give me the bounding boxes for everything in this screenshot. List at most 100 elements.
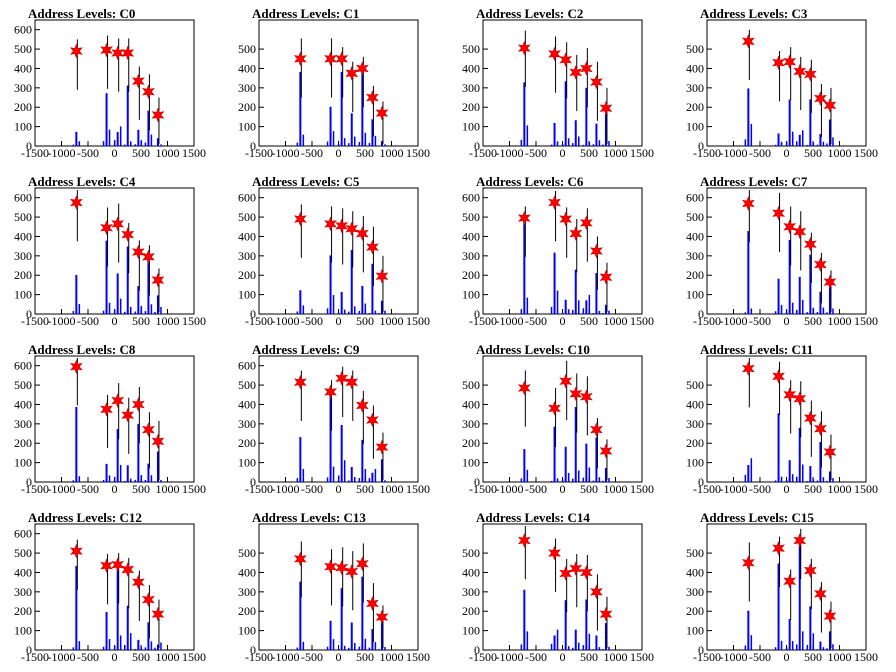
x-tick-label: -500	[749, 314, 771, 328]
peak-marker	[548, 401, 561, 416]
chart-panel: Address Levels: C14 0 100 200 300 400 500 -1500…	[462, 510, 654, 664]
y-tick-label: 200	[686, 100, 704, 114]
x-tick-label: 500	[132, 482, 150, 496]
y-tick-label: 400	[462, 397, 480, 411]
y-tick-label: 300	[238, 585, 256, 599]
x-tick-label: -500	[749, 146, 771, 160]
plot-frame	[34, 19, 195, 147]
peak-marker	[772, 540, 785, 556]
peak-marker	[741, 196, 755, 211]
y-tick-label: 300	[14, 417, 32, 431]
x-tick-label: -500	[525, 650, 547, 664]
chart-title: Address Levels: C9	[252, 342, 360, 357]
y-tick-label: 0	[26, 139, 32, 153]
x-tick-label: -1000	[48, 482, 76, 496]
y-tick-label: 300	[14, 585, 32, 599]
peak-marker	[599, 443, 613, 459]
y-tick-label: 600	[462, 191, 480, 205]
x-tick-label: -500	[525, 482, 547, 496]
x-tick-label: 1500	[182, 650, 206, 664]
x-tick-label: 1000	[828, 482, 852, 496]
x-tick-label: 1000	[604, 482, 628, 496]
x-tick-label: 500	[132, 650, 150, 664]
y-tick-label: 200	[14, 436, 32, 450]
peak-marker	[366, 412, 379, 428]
peak-marker	[517, 533, 531, 548]
peak-marker	[375, 105, 389, 121]
y-tick-label: 200	[238, 604, 256, 618]
peak-marker	[366, 596, 379, 611]
y-tick-label: 500	[14, 546, 32, 560]
y-tick-label: 600	[14, 23, 32, 37]
peak-marker	[569, 561, 583, 576]
x-tick-label: -1500	[469, 482, 497, 496]
peak-marker	[69, 195, 83, 210]
y-tick-label: 100	[238, 456, 256, 470]
peak-marker	[355, 398, 369, 413]
y-tick-label: 100	[462, 456, 480, 470]
chart-panel: Address Levels: C15 0 100 200 300 400 500 -1500…	[686, 510, 878, 664]
y-tick-label: 100	[14, 624, 32, 638]
y-tick-label: 400	[238, 61, 256, 75]
x-tick-label: 500	[356, 650, 374, 664]
peak-marker	[345, 65, 359, 81]
y-tick-label: 200	[686, 268, 704, 282]
x-tick-label: -1000	[48, 650, 76, 664]
peak-marker	[355, 226, 369, 241]
y-tick-label: 0	[26, 307, 32, 321]
peak-marker	[559, 373, 573, 389]
peak-marker	[772, 55, 785, 70]
x-tick-label: -1000	[272, 482, 300, 496]
y-tick-label: 0	[698, 307, 704, 321]
y-tick-label: 0	[26, 475, 32, 489]
y-tick-label: 500	[238, 378, 256, 392]
y-tick-label: 200	[462, 436, 480, 450]
chart-title: Address Levels: C6	[476, 174, 584, 189]
peak-marker	[579, 389, 593, 405]
y-tick-label: 200	[686, 604, 704, 618]
peak-marker	[324, 559, 337, 574]
x-tick-label: -1500	[21, 650, 49, 664]
x-tick-label: 0	[112, 314, 118, 328]
peak-marker	[559, 566, 573, 581]
peak-marker	[814, 421, 827, 437]
y-tick-label: 200	[462, 268, 480, 282]
x-tick-label: 1500	[854, 482, 878, 496]
y-tick-label: 500	[14, 210, 32, 224]
peak-marker	[517, 210, 531, 226]
plot-frame	[706, 187, 867, 315]
x-tick-label: -1500	[245, 650, 273, 664]
chart-panel: Address Levels: C4 0 100 200 300 400 500 600 -15…	[14, 174, 206, 328]
peak-marker	[335, 560, 349, 575]
y-tick-label: 500	[686, 42, 704, 56]
x-tick-label: -1500	[245, 314, 273, 328]
peak-marker	[151, 107, 165, 123]
peak-marker	[293, 551, 307, 567]
y-tick-label: 100	[14, 288, 32, 302]
x-tick-label: 1000	[828, 650, 852, 664]
y-tick-label: 500	[462, 546, 480, 560]
y-tick-label: 500	[14, 378, 32, 392]
peak-marker	[111, 45, 125, 61]
chart-panel: Address Levels: C12 0 100 200 300 400 500 600 -1…	[14, 510, 206, 664]
peak-marker	[599, 606, 613, 622]
plot-frame	[482, 187, 643, 315]
x-tick-label: 500	[356, 314, 374, 328]
x-tick-label: 1000	[156, 314, 180, 328]
peak-marker	[517, 40, 531, 56]
chart-panel: Address Levels: C10100200300400500-1500-…	[238, 6, 430, 160]
chart-panel: Address Levels: C10 0 100 200 300 400 500 -1500…	[462, 342, 654, 496]
y-tick-label: 100	[462, 624, 480, 638]
x-tick-label: 0	[784, 482, 790, 496]
x-tick-label: 1000	[156, 146, 180, 160]
chart-title: Address Levels: C14	[476, 510, 590, 525]
chart-panel: Address Levels: C11 0 100 200 300 400 500 -1500…	[686, 342, 878, 496]
x-tick-label: -500	[749, 650, 771, 664]
x-tick-label: -1500	[21, 146, 49, 160]
peak-marker	[111, 216, 125, 232]
peak-marker	[142, 84, 155, 100]
x-tick-label: 500	[356, 146, 374, 160]
y-tick-label: 0	[250, 643, 256, 657]
x-tick-label: 1500	[182, 146, 206, 160]
y-tick-label: 300	[238, 417, 256, 431]
